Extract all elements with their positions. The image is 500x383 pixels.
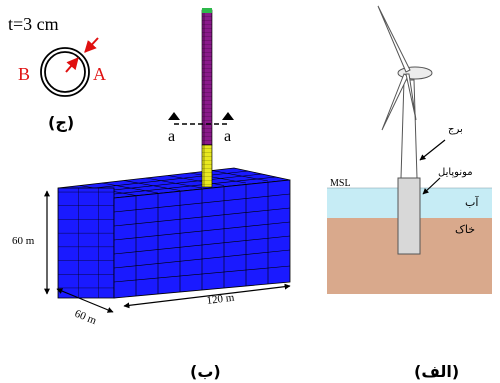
blade-down-right (405, 73, 417, 121)
monopile (397, 177, 421, 255)
mesh-side-lines (113, 182, 291, 296)
cut-left-marker (168, 112, 180, 120)
monopile-label: مونوپایل (438, 167, 473, 178)
pile-upper (201, 9, 213, 146)
soil-label: خاک (455, 223, 475, 236)
outer-thickness-arrow (84, 37, 99, 53)
tower-pointer (419, 139, 446, 161)
cut-right-marker (222, 112, 234, 120)
width-dimension (56, 288, 114, 313)
inner-thickness-arrow (65, 57, 79, 73)
point-b-label: B (18, 64, 30, 84)
thickness-label: t=3 cm (8, 14, 59, 34)
tower-label: برج (448, 124, 463, 135)
width-label: 60 m (73, 308, 99, 328)
point-a-label: A (93, 64, 106, 84)
pile-top-cap (202, 8, 212, 13)
cut-right-label: a (224, 128, 231, 145)
turbine-tower (400, 79, 418, 179)
mesh-model-diagram: a a 60 m 60 m 120 m (ب) (12, 8, 291, 381)
monopile-pointer (422, 177, 441, 195)
turbine-diagram: MSL برج مونوپایل آب خاک (الف) (327, 5, 492, 381)
water-label: آب (465, 195, 479, 209)
length-dimension (123, 283, 291, 309)
pipe-section-diagram: t=3 cm B A (ج) (8, 14, 106, 132)
depth-label: 60 m (12, 235, 35, 247)
msl-label: MSL (330, 178, 351, 189)
pipe-outer-circle (40, 47, 90, 97)
pipe-inner-circle (44, 51, 86, 93)
caption-alef: (الف) (414, 362, 459, 381)
blade-up (377, 5, 411, 73)
cut-left-label: a (168, 128, 175, 145)
mesh-front-face (57, 187, 115, 299)
caption-jim: (ج) (48, 113, 74, 132)
length-label: 120 m (206, 292, 236, 307)
pile-lower (201, 144, 213, 188)
caption-be: (ب) (190, 362, 221, 381)
